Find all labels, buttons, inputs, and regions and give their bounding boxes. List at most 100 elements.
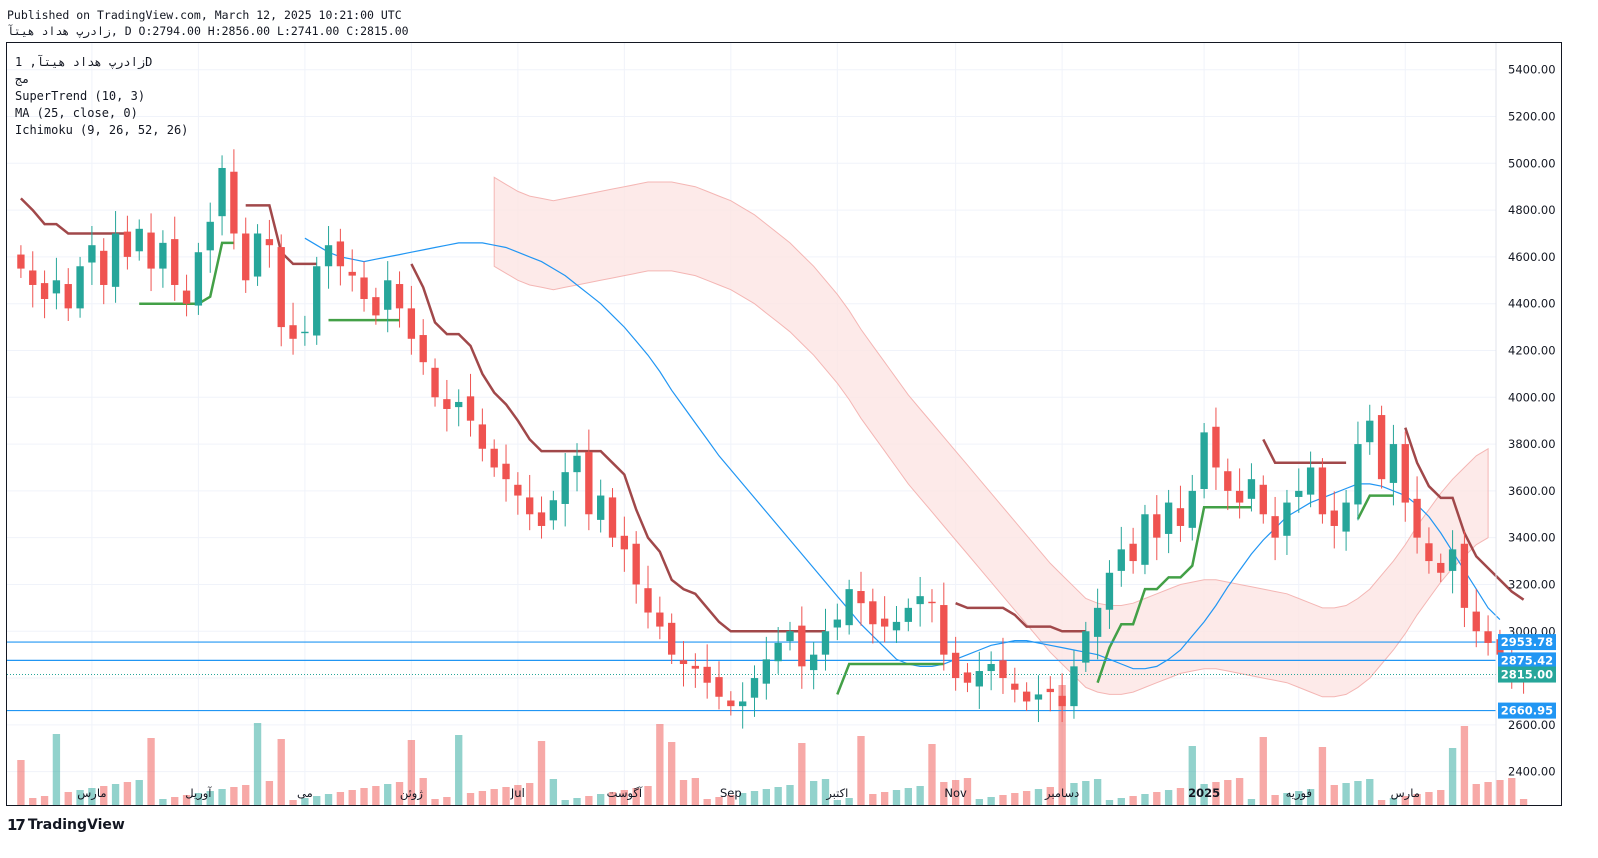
candle-body	[502, 463, 510, 480]
candle-body	[1164, 502, 1173, 534]
candle-body	[585, 452, 593, 515]
candle-body	[597, 495, 605, 520]
volume-bar	[514, 785, 522, 805]
chart-frame	[6, 42, 1562, 806]
volume-bar	[171, 797, 179, 805]
candle-body	[656, 612, 664, 627]
volume-bar	[526, 783, 534, 805]
candle-body	[40, 283, 49, 300]
candle-body	[289, 325, 297, 339]
volume-bar	[715, 797, 723, 805]
candle-body	[632, 543, 640, 585]
candle-body	[1448, 549, 1457, 571]
candle-body	[206, 221, 214, 251]
candle-body	[1377, 415, 1386, 480]
volume-bar	[40, 796, 49, 805]
candle-body	[987, 664, 995, 672]
published-header: Published on TradingView.com, March 12, …	[7, 8, 402, 22]
volume-bar	[691, 778, 700, 805]
volume-bar	[1082, 781, 1090, 805]
candle-body	[443, 399, 451, 409]
volume-bar	[242, 785, 250, 805]
volume-bar	[1425, 792, 1433, 805]
last-price-bg	[1498, 666, 1556, 683]
legend-supertrend[interactable]: SuperTrend (10, 3)	[15, 89, 146, 103]
supertrend-line	[20, 197, 1525, 695]
candle-body	[679, 660, 688, 665]
legend-symbol: زادرپ هداد هیتآ, 1D	[15, 55, 153, 69]
candle-body	[52, 280, 61, 294]
candle-body	[466, 396, 475, 421]
candle-body	[514, 484, 522, 496]
volume-bar	[585, 796, 593, 805]
x-tick-label: 2025	[1188, 786, 1220, 800]
candle-body	[123, 231, 132, 257]
candle-body	[1425, 543, 1433, 562]
y-tick-label: 2600.00	[1508, 718, 1556, 732]
x-tick-label: مارس	[77, 786, 106, 801]
volume-bar	[135, 780, 143, 805]
candle-body	[762, 659, 770, 684]
volume-bar	[1318, 747, 1327, 805]
volume-bar	[395, 782, 404, 805]
candle-body	[100, 250, 108, 285]
volume-bar	[348, 790, 356, 805]
candle-body	[1141, 514, 1149, 565]
candle-body	[372, 297, 380, 316]
tradingview-logo-text: TradingView	[27, 817, 125, 833]
volume-bar	[1011, 793, 1019, 805]
supertrend-segment	[836, 662, 944, 695]
volume-bar	[1460, 726, 1469, 805]
candle-body	[715, 677, 723, 697]
candle-body	[1093, 607, 1102, 637]
volume-bar	[537, 741, 546, 805]
candle-body	[1105, 572, 1114, 610]
legend-ichimoku[interactable]: Ichimoku (9, 26, 52, 26)	[15, 123, 189, 137]
volume-bar	[869, 794, 877, 805]
candle-body	[916, 596, 924, 605]
volume-bar	[561, 800, 569, 805]
price-label: 2875.42	[1501, 653, 1553, 667]
candle-body	[951, 652, 960, 679]
price-label: 2953.78	[1501, 635, 1553, 649]
x-tick-label: ژوئن	[400, 786, 424, 801]
x-tick-label: Nov	[944, 786, 967, 800]
volume-bar	[644, 786, 652, 805]
candle-body	[1188, 490, 1196, 528]
volume-bar	[206, 791, 214, 805]
candle-body	[1034, 694, 1043, 700]
last-price-label: 2815.00	[1501, 668, 1553, 682]
candles	[17, 149, 1528, 729]
volume-bar	[490, 789, 498, 805]
candle-body	[76, 266, 84, 309]
candle-body	[29, 270, 37, 285]
candle-body	[1153, 514, 1161, 538]
candle-body	[171, 239, 179, 285]
legend-exchange: مج	[15, 72, 30, 86]
indicator-legend: زادرپ هداد هیتآ, 1D مج SuperTrend (10, 3…	[15, 54, 188, 139]
y-tick-label: 5400.00	[1508, 63, 1556, 77]
candle-body	[277, 247, 285, 328]
volume-bar	[608, 792, 617, 805]
volume-bar	[419, 778, 427, 805]
candle-body	[620, 535, 629, 550]
candle-body	[1129, 543, 1137, 562]
tradingview-logo[interactable]: 17 TradingView	[7, 816, 125, 834]
y-tick-label: 2400.00	[1508, 765, 1556, 779]
volume-bar	[1437, 790, 1445, 805]
candle-body	[1401, 444, 1409, 503]
y-tick-label: 4600.00	[1508, 250, 1556, 264]
volume-bar	[502, 787, 510, 805]
legend-ma[interactable]: MA (25, close, 0)	[15, 106, 138, 120]
x-tick-label: Jul	[510, 786, 525, 800]
volume-bar	[880, 792, 889, 805]
volume-bar	[407, 740, 416, 805]
candle-body	[1224, 471, 1232, 491]
candle-body	[1247, 479, 1256, 499]
candle-body	[1484, 631, 1492, 643]
candle-body	[608, 497, 617, 538]
candle-body	[940, 605, 948, 655]
price-chart[interactable]: 5400.00 5200.00 5000.00 4800.00 4600.00 4400.…	[7, 43, 1561, 805]
candle-body	[324, 245, 333, 267]
volume-bars	[17, 685, 1528, 805]
